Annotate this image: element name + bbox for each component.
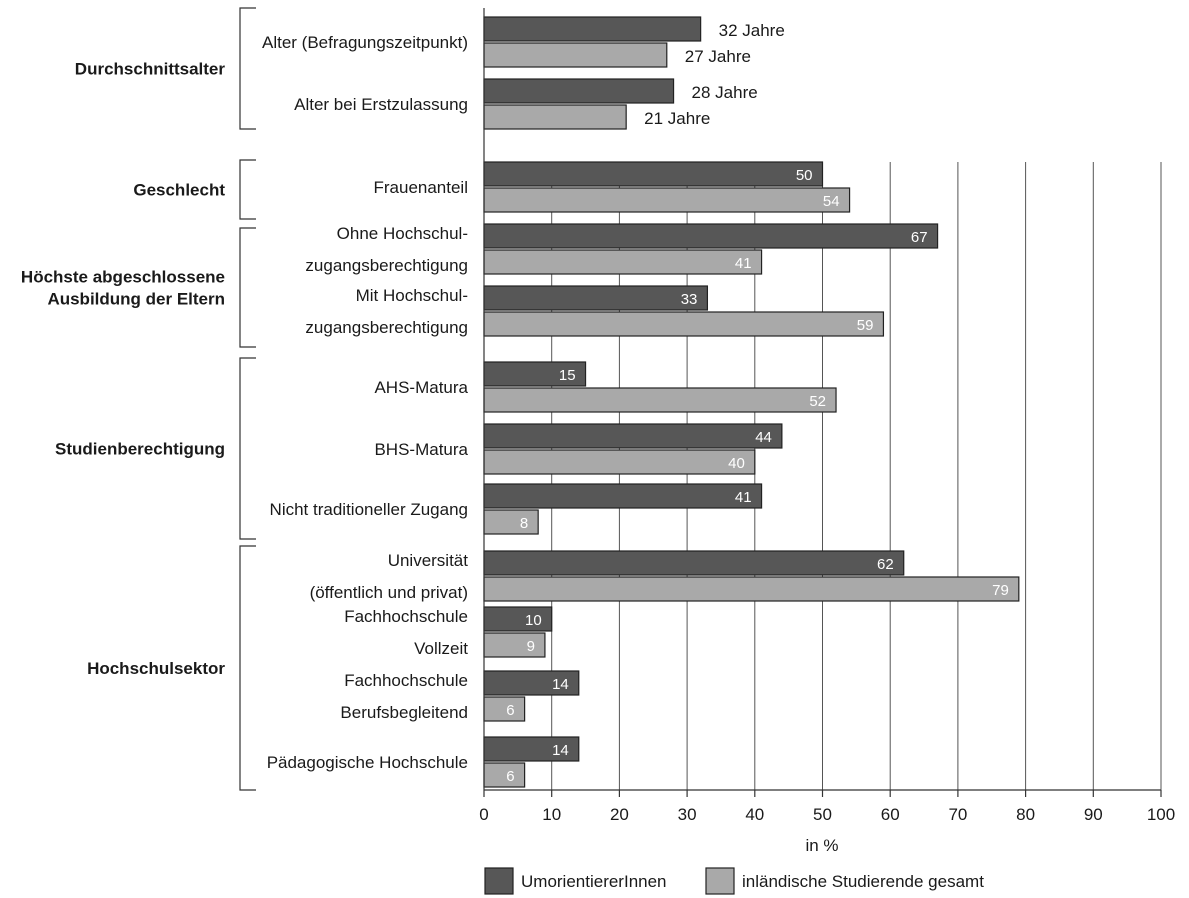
data-label: 59 bbox=[857, 317, 874, 334]
category-label: Alter (Befragungszeitpunkt) bbox=[262, 33, 468, 52]
data-label: 6 bbox=[506, 702, 514, 719]
data-label: 9 bbox=[527, 638, 535, 655]
bar-inlaendische bbox=[483, 762, 526, 788]
x-tick-label: 30 bbox=[678, 805, 697, 824]
data-label: 14 bbox=[552, 742, 569, 759]
category-label: Pädagogische Hochschule bbox=[267, 753, 468, 772]
x-tick-label: 10 bbox=[542, 805, 561, 824]
legend-swatch bbox=[484, 867, 514, 895]
x-tick-label: 80 bbox=[1016, 805, 1035, 824]
category-label: Fachhochschule bbox=[344, 607, 468, 626]
group-label: Geschlecht bbox=[133, 181, 225, 200]
x-tick-label: 70 bbox=[948, 805, 967, 824]
x-axis-title: in % bbox=[805, 836, 838, 855]
data-label: 14 bbox=[552, 676, 569, 693]
bar-umorientierer bbox=[483, 361, 587, 387]
x-tick-label: 40 bbox=[745, 805, 764, 824]
group-bracket bbox=[239, 7, 256, 130]
category-label: Mit Hochschul- bbox=[356, 286, 468, 305]
bar-umorientierer bbox=[483, 285, 709, 311]
data-label: 41 bbox=[735, 489, 752, 506]
data-label: 62 bbox=[877, 556, 894, 573]
bar-umorientierer bbox=[483, 423, 783, 449]
data-label: 33 bbox=[681, 291, 698, 308]
category-label: Universität bbox=[388, 551, 469, 570]
category-label: Fachhochschule bbox=[344, 671, 468, 690]
bar-umorientierer bbox=[483, 550, 905, 576]
legend-label: UmorientiererInnen bbox=[521, 872, 667, 891]
data-label: 28 Jahre bbox=[692, 83, 758, 102]
group-bracket bbox=[239, 357, 256, 540]
bar-inlaendische bbox=[483, 249, 763, 275]
group-label: Ausbildung der Eltern bbox=[47, 290, 225, 309]
category-label: Alter bei Erstzulassung bbox=[294, 95, 468, 114]
category-label: zugangsberechtigung bbox=[305, 256, 468, 275]
bar-inlaendische bbox=[483, 42, 668, 68]
x-tick-label: 60 bbox=[881, 805, 900, 824]
bar-inlaendische bbox=[483, 449, 756, 475]
category-label: AHS-Matura bbox=[374, 378, 468, 397]
bar-inlaendische bbox=[483, 632, 546, 658]
bar-umorientierer bbox=[483, 78, 675, 104]
data-label: 41 bbox=[735, 255, 752, 272]
data-label: 52 bbox=[809, 393, 826, 410]
bar-inlaendische bbox=[483, 311, 885, 337]
bar-inlaendische bbox=[483, 509, 539, 535]
legend-swatch bbox=[705, 867, 735, 895]
bar-inlaendische bbox=[483, 387, 837, 413]
group-label: Hochschulsektor bbox=[87, 659, 225, 678]
group-label: Höchste abgeschlossene bbox=[21, 268, 225, 287]
category-label: Frauenanteil bbox=[373, 178, 468, 197]
bar-umorientierer bbox=[483, 16, 702, 42]
data-label: 10 bbox=[525, 612, 542, 629]
data-label: 32 Jahre bbox=[719, 21, 785, 40]
data-label: 15 bbox=[559, 367, 576, 384]
x-tick-label: 90 bbox=[1084, 805, 1103, 824]
data-label: 6 bbox=[506, 768, 514, 785]
x-tick-label: 0 bbox=[479, 805, 488, 824]
bar-inlaendische bbox=[483, 576, 1020, 602]
data-label: 44 bbox=[755, 429, 772, 446]
group-bracket bbox=[239, 545, 256, 791]
data-label: 54 bbox=[823, 193, 840, 210]
x-tick-label: 50 bbox=[813, 805, 832, 824]
data-label: 79 bbox=[992, 582, 1009, 599]
data-label: 40 bbox=[728, 455, 745, 472]
bar-umorientierer bbox=[483, 223, 939, 249]
data-label: 50 bbox=[796, 167, 813, 184]
bar-umorientierer bbox=[483, 161, 824, 187]
group-label: Durchschnittsalter bbox=[75, 60, 226, 79]
bar-umorientierer bbox=[483, 483, 763, 509]
group-label: Studienberechtigung bbox=[55, 440, 225, 459]
category-label: Berufsbegleitend bbox=[340, 703, 468, 722]
category-label: Nicht traditioneller Zugang bbox=[270, 500, 468, 519]
bar-inlaendische bbox=[483, 104, 627, 130]
data-label: 21 Jahre bbox=[644, 109, 710, 128]
data-label: 67 bbox=[911, 229, 928, 246]
legend-label: inländische Studierende gesamt bbox=[742, 872, 984, 891]
data-label: 27 Jahre bbox=[685, 47, 751, 66]
category-label: Vollzeit bbox=[414, 639, 468, 658]
category-label: BHS-Matura bbox=[374, 440, 468, 459]
category-label: (öffentlich und privat) bbox=[310, 583, 468, 602]
group-bracket bbox=[239, 159, 256, 220]
group-bracket bbox=[239, 227, 256, 348]
bar-inlaendische bbox=[483, 696, 526, 722]
data-label: 8 bbox=[520, 515, 528, 532]
x-tick-label: 100 bbox=[1147, 805, 1175, 824]
category-label: Ohne Hochschul- bbox=[337, 224, 468, 243]
category-label: zugangsberechtigung bbox=[305, 318, 468, 337]
bar-inlaendische bbox=[483, 187, 851, 213]
x-tick-label: 20 bbox=[610, 805, 629, 824]
